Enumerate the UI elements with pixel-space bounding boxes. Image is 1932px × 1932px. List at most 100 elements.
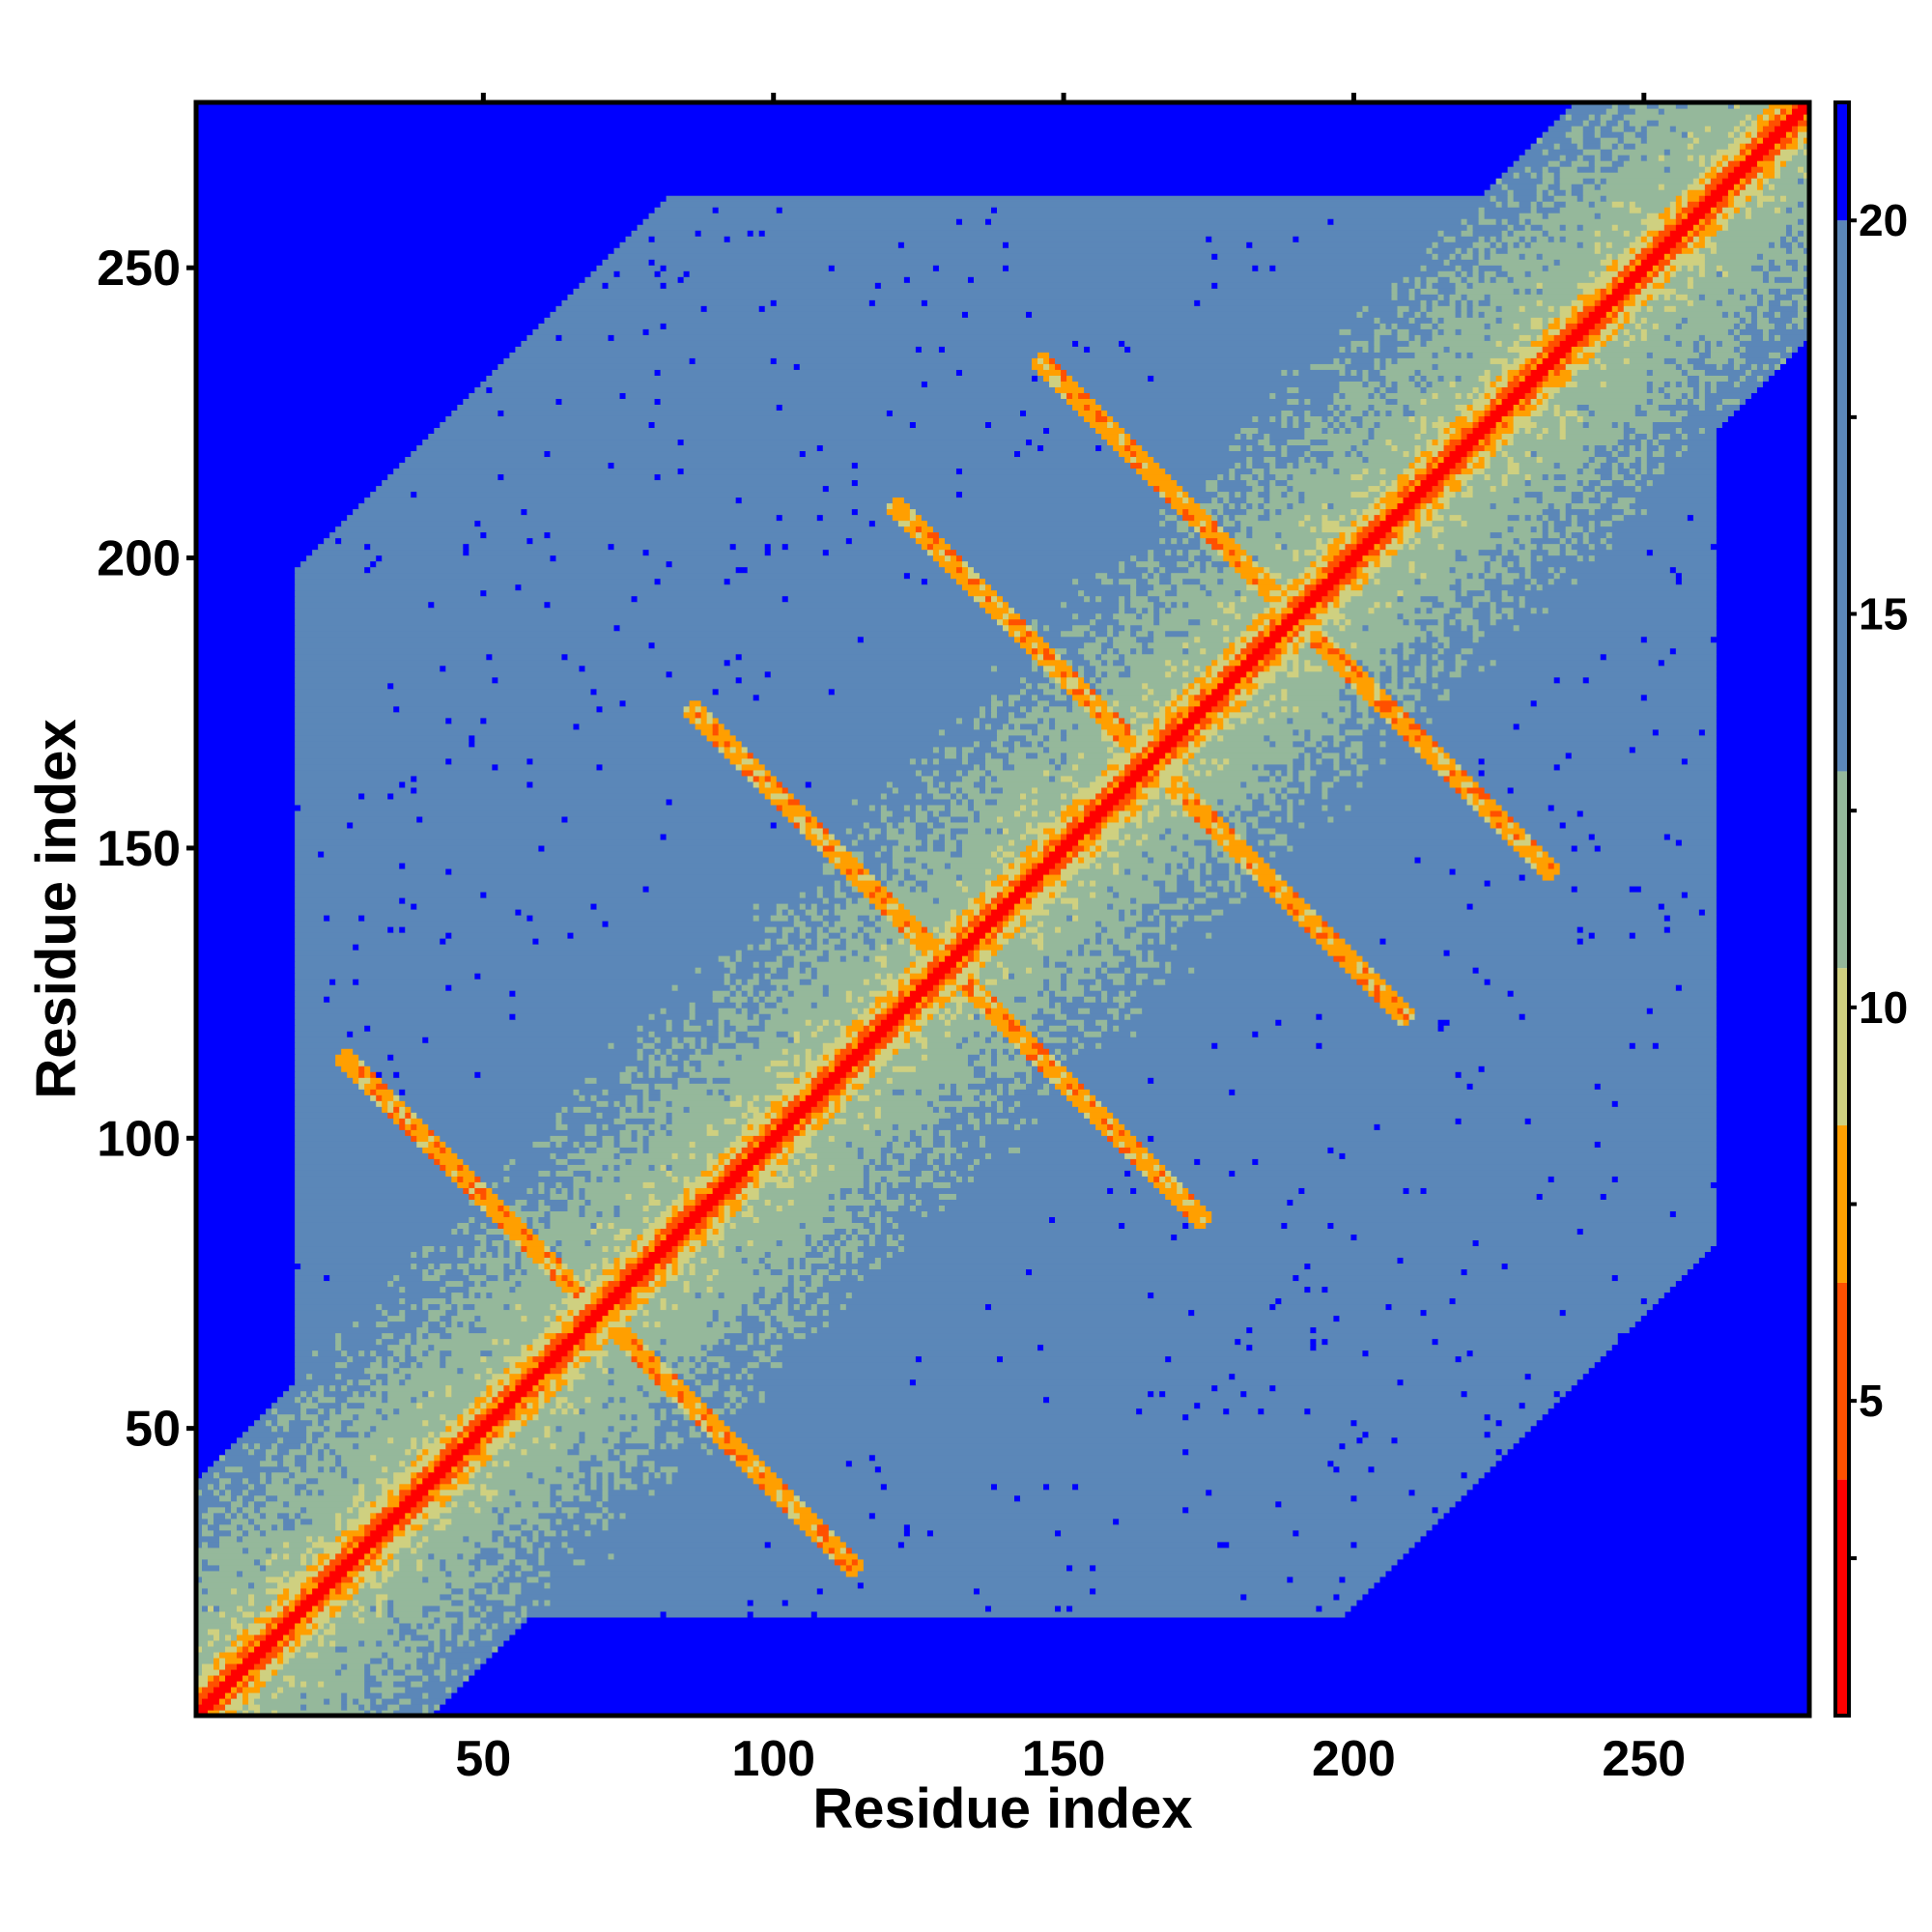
heatmap-cell	[903, 1025, 911, 1032]
heatmap-cell	[1113, 1118, 1120, 1124]
heatmap-cell	[868, 1263, 882, 1270]
heatmap-cell	[295, 1274, 325, 1282]
heatmap-cell	[1327, 1222, 1335, 1229]
heatmap-cell	[619, 1471, 644, 1479]
heatmap-cell	[810, 1083, 818, 1090]
heatmap-cell	[248, 1529, 261, 1537]
heatmap-cell	[445, 1141, 534, 1148]
heatmap-cell	[1066, 984, 1085, 991]
heatmap-cell	[660, 1164, 668, 1171]
heatmap-cell	[834, 1135, 894, 1142]
heatmap-cell	[810, 1176, 865, 1182]
heatmap-cell	[642, 1361, 662, 1369]
heatmap-cell	[503, 1251, 510, 1259]
heatmap-cell	[295, 1141, 417, 1148]
heatmap-cell	[393, 1564, 400, 1572]
heatmap-cell	[735, 1025, 749, 1032]
heatmap-cell	[608, 1257, 615, 1264]
heatmap-cell	[503, 1570, 510, 1577]
heatmap-cell	[654, 1118, 668, 1124]
heatmap-cell	[984, 1089, 992, 1095]
heatmap-cell	[387, 1477, 394, 1485]
heatmap-cell	[196, 1089, 296, 1095]
heatmap-cell	[277, 1581, 301, 1589]
heatmap-cell	[764, 1152, 772, 1159]
heatmap-cell	[451, 1668, 458, 1676]
heatmap-cell	[810, 1135, 830, 1142]
heatmap-cell	[602, 1477, 610, 1485]
heatmap-cell	[735, 1094, 743, 1101]
heatmap-cell	[283, 1436, 307, 1444]
heatmap-cell	[892, 1222, 899, 1229]
heatmap-cell	[677, 1373, 685, 1380]
heatmap-cell	[422, 1674, 429, 1682]
heatmap-cell	[903, 1141, 911, 1148]
heatmap-cell	[584, 1373, 650, 1380]
heatmap-cell	[718, 1089, 725, 1095]
heatmap-cell	[295, 1164, 440, 1171]
heatmap-cell	[422, 1436, 429, 1444]
heatmap-cell	[196, 1506, 209, 1514]
heatmap-cell	[758, 1037, 789, 1043]
heatmap-cell	[1194, 1222, 1207, 1229]
heatmap-cell	[596, 1100, 610, 1107]
heatmap-cell	[283, 1541, 290, 1548]
heatmap-cell	[613, 1471, 621, 1479]
heatmap-cell	[596, 1477, 604, 1485]
heatmap-cell	[208, 1506, 226, 1514]
heatmap-cell	[376, 1350, 394, 1357]
heatmap-cell	[335, 1332, 342, 1340]
heatmap-cell	[1577, 1228, 1584, 1236]
heatmap-cell	[497, 1547, 516, 1554]
heatmap-cell	[405, 1118, 412, 1124]
heatmap-cell	[567, 1280, 575, 1288]
heatmap-cell	[1159, 1176, 1166, 1182]
heatmap-cell	[1716, 1239, 1810, 1247]
heatmap-cell	[642, 1071, 650, 1078]
heatmap-cell	[271, 1442, 278, 1450]
heatmap-cell	[845, 1205, 865, 1211]
heatmap-cell	[411, 1396, 417, 1404]
heatmap-cell	[567, 1164, 604, 1171]
heatmap-cell	[781, 1118, 801, 1124]
heatmap-cell	[1009, 1118, 1021, 1124]
heatmap-cell	[457, 1263, 469, 1270]
heatmap-cell	[909, 979, 923, 985]
heatmap-cell	[1235, 1170, 1718, 1177]
heatmap-cell	[654, 1465, 662, 1473]
heatmap-cell	[237, 1686, 243, 1693]
heatmap-cell	[1333, 1315, 1341, 1322]
heatmap-cell	[724, 1436, 731, 1444]
heatmap-cell	[202, 1662, 214, 1670]
heatmap-cell	[619, 1135, 633, 1142]
heatmap-cell	[886, 1060, 969, 1066]
heatmap-cell	[1391, 1436, 1399, 1444]
heatmap-cell	[1014, 996, 1027, 1003]
heatmap-cell	[573, 1274, 581, 1282]
heatmap-cell	[689, 1054, 737, 1061]
heatmap-cell	[341, 1558, 359, 1566]
heatmap-cell	[277, 1425, 284, 1433]
heatmap-cell	[787, 1048, 807, 1055]
heatmap-cell	[718, 1210, 725, 1217]
heatmap-cell	[266, 1651, 278, 1659]
heatmap-cell	[1032, 1031, 1038, 1037]
heatmap-cell	[196, 1060, 296, 1066]
heatmap-cell	[590, 1518, 598, 1525]
heatmap-cell	[492, 1494, 552, 1502]
heatmap-cell	[944, 1158, 952, 1165]
heatmap-cell	[1095, 1564, 1393, 1572]
heatmap-cell	[1066, 1037, 1073, 1043]
heatmap-cell	[689, 1071, 778, 1078]
heatmap-cell	[1408, 1187, 1422, 1194]
heatmap-cell	[1037, 1048, 1050, 1055]
heatmap-cell	[544, 1541, 552, 1548]
heatmap-cell	[1368, 1465, 1376, 1473]
heatmap-cell	[729, 1402, 737, 1409]
heatmap-cell	[376, 1576, 383, 1583]
heatmap-cell	[967, 1141, 980, 1148]
heatmap-cell	[405, 1523, 412, 1531]
heatmap-cell	[764, 1390, 1149, 1398]
heatmap-cell	[1716, 1060, 1810, 1066]
heatmap-cell	[411, 1373, 475, 1380]
